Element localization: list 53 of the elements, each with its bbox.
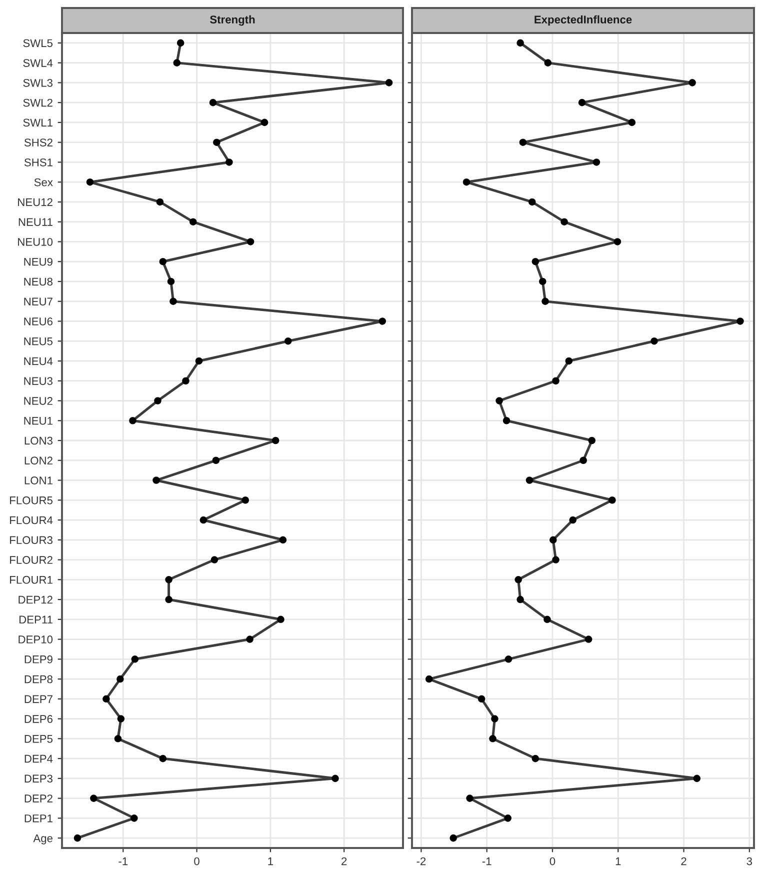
- chart-title: Strength: [210, 15, 255, 26]
- y-tick-label: SWL4: [23, 59, 53, 67]
- y-tick-label: NEU2: [24, 397, 52, 405]
- x-tick-label: 0: [194, 857, 200, 866]
- y-tick-label: NEU10: [18, 238, 53, 246]
- x-tick-label: 3: [746, 857, 752, 866]
- chart-title: ExpectedInfluence: [534, 15, 632, 26]
- y-tick-label: DEP7: [24, 695, 52, 703]
- y-tick-label: LON1: [24, 476, 52, 484]
- y-tick-label: SWL5: [23, 39, 53, 48]
- y-tick-label: SWL2: [23, 98, 52, 107]
- y-tick-label: DEP8: [24, 675, 52, 684]
- y-tick-label: NEU3: [24, 377, 52, 385]
- x-tick-label: 2: [681, 857, 686, 866]
- y-tick-label: NEU6: [24, 318, 52, 326]
- y-tick-label: SHS1: [24, 158, 52, 166]
- y-tick-label: DEP3: [24, 774, 52, 783]
- y-tick-label: FLOUR4: [10, 516, 53, 524]
- y-tick-label: DEP10: [18, 636, 53, 644]
- y-tick-label: NEU12: [18, 198, 52, 206]
- y-tick-label: NEU11: [18, 218, 52, 226]
- y-tick-label: NEU4: [24, 357, 53, 366]
- y-tick-label: Sex: [34, 178, 53, 186]
- y-tick-label: NEU7: [24, 298, 52, 306]
- x-tick-label: 1: [616, 857, 621, 866]
- y-tick-label: DEP1: [24, 814, 52, 822]
- y-tick-label: Age: [33, 834, 52, 844]
- y-tick-label: SWL3: [23, 78, 52, 87]
- y-tick-label: DEP9: [24, 655, 52, 664]
- y-tick-label: LON2: [24, 456, 52, 465]
- y-tick-label: SHS2: [24, 138, 52, 146]
- x-tick-label: 1: [268, 857, 273, 866]
- y-tick-label: LON3: [24, 436, 52, 445]
- y-tick-label: FLOUR1: [10, 576, 52, 584]
- x-tick-label: -1: [482, 857, 492, 866]
- y-tick-label: DEP2: [24, 794, 52, 802]
- y-tick-label: DEP11: [20, 616, 52, 624]
- y-tick-label: FLOUR5: [10, 496, 53, 504]
- y-tick-label: DEP5: [24, 735, 53, 743]
- x-tick-label: 0: [550, 857, 556, 866]
- x-tick-label: 2: [342, 857, 347, 866]
- y-tick-label: NEU5: [24, 337, 53, 346]
- y-tick-label: NEU9: [24, 258, 52, 266]
- x-tick-label: -1: [118, 857, 128, 866]
- y-tick-label: DEP12: [18, 596, 52, 604]
- y-tick-label: DEP6: [24, 715, 52, 723]
- y-tick-label: NEU8: [24, 278, 52, 286]
- y-tick-label: FLOUR3: [10, 536, 52, 544]
- y-tick-label: FLOUR2: [10, 556, 52, 564]
- x-tick-label: -2: [416, 857, 426, 866]
- y-tick-label: NEU1: [24, 417, 52, 425]
- y-tick-label: SWL1: [23, 118, 52, 127]
- y-tick-label: DEP4: [24, 754, 53, 763]
